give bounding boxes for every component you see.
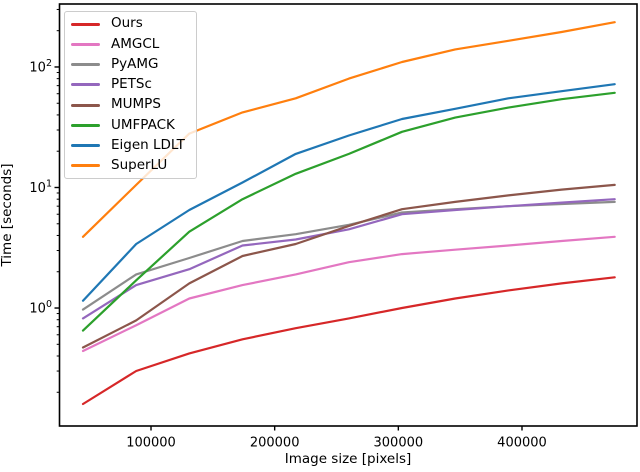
series-line-petsc [81, 198, 616, 320]
legend-swatch-mumps [71, 103, 100, 107]
legend-label-amgcl: AMGCL [111, 35, 160, 52]
axes-frame [58, 3, 638, 427]
legend-item-amgcl: AMGCL [71, 34, 192, 54]
legend-item-petsc: PETSc [71, 75, 192, 95]
legend-label-superlu: SuperLU [111, 157, 168, 174]
y-tick-label: 102 [29, 58, 52, 76]
y-tick-label: 100 [29, 299, 52, 317]
series-line-amgcl [81, 235, 616, 353]
legend-label-mumps: MUMPS [111, 96, 161, 113]
y-axis-label: Time [seconds] [0, 163, 15, 267]
x-tick-label: 400000 [497, 436, 547, 451]
legend-item-mumps: MUMPS [71, 95, 192, 115]
series-line-mumps [81, 183, 616, 349]
legend-item-superlu: SuperLU [71, 156, 192, 176]
legend-label-pyamg: PyAMG [111, 55, 159, 72]
legend-label-eigen-ldlt: Eigen LDLT [111, 136, 185, 153]
legend-swatch-umfpack [71, 123, 100, 127]
legend-label-ours: Ours [111, 15, 143, 32]
legend: Ours AMGCL PyAMG PETSc MUMPS UMFPACK Eigen LDL… [64, 11, 197, 179]
legend-swatch-ours [71, 22, 100, 26]
series-line-eigen-ldlt [81, 83, 616, 302]
legend-swatch-eigen-ldlt [71, 144, 100, 148]
x-tick-label: 200000 [250, 436, 300, 451]
legend-swatch-amgcl [71, 42, 100, 46]
legend-item-umfpack: UMFPACK [71, 115, 192, 135]
x-axis-label: Image size [pixels] [284, 451, 412, 467]
legend-swatch-superlu [71, 164, 100, 168]
legend-swatch-pyamg [71, 63, 100, 67]
x-tick-label: 300000 [374, 436, 424, 451]
series-line-umfpack [81, 91, 616, 332]
legend-label-petsc: PETSc [111, 76, 152, 93]
legend-label-umfpack: UMFPACK [111, 116, 175, 133]
legend-item-eigen-ldlt: Eigen LDLT [71, 136, 192, 156]
y-tick-label: 101 [29, 178, 52, 196]
legend-swatch-petsc [71, 83, 100, 87]
legend-item-ours: Ours [71, 14, 192, 34]
x-tick-label: 100000 [126, 436, 176, 451]
series-line-ours [81, 276, 616, 406]
legend-item-pyamg: PyAMG [71, 55, 192, 75]
